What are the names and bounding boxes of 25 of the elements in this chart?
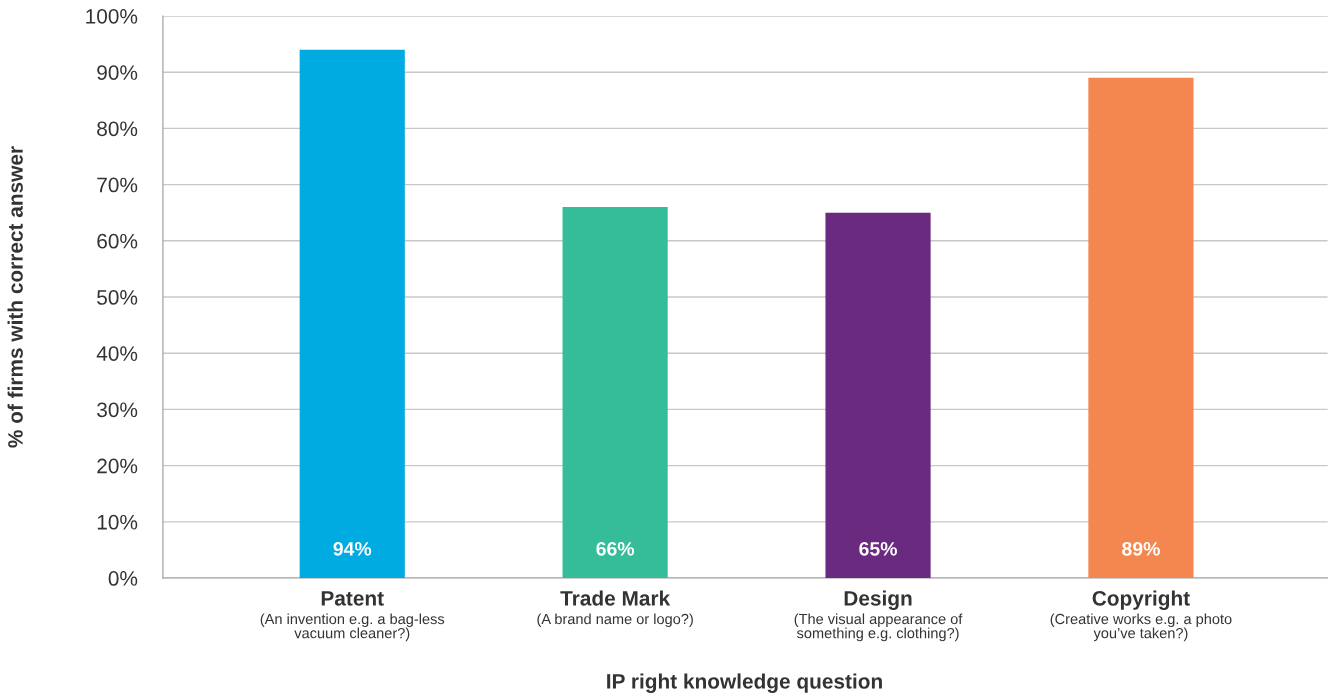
y-tick-label: 100% [86,8,138,24]
x-tick-label: Design (The visual appearance of something e.g. clothing?) [794,590,963,642]
x-tick-label: Copyright (Creative works e.g. a photo you’ve taken?) [1050,590,1232,642]
bar [1088,77,1194,579]
y-tick-label: 40% [96,346,138,361]
y-tick-label: 10% [97,514,138,530]
y-tick-label: 30% [97,402,138,418]
bar [299,49,405,579]
bar [562,207,668,579]
data-label: 65% [859,541,897,556]
x-tick-label: Trade Mark (A brand name or logo?) [537,590,693,628]
y-tick-label: 60% [97,233,138,249]
y-tick-label: 20% [97,458,138,474]
bar [825,212,931,579]
y-tick-label: 70% [97,177,138,193]
data-label: 94% [333,541,372,556]
data-label: 66% [596,541,635,556]
y-tick-label: 50% [97,290,138,305]
x-axis-title: IP right knowledge question [607,673,882,693]
data-label: 89% [1122,541,1160,556]
y-tick-label: 0% [108,571,138,586]
y-tick-label: 80% [97,121,138,137]
y-axis-title: % of firms with correct answer [7,146,23,448]
x-tick-label: Patent (An invention e.g. a bag-less vacuum cleaner?) [260,591,445,642]
y-tick-label: 90% [97,65,138,80]
